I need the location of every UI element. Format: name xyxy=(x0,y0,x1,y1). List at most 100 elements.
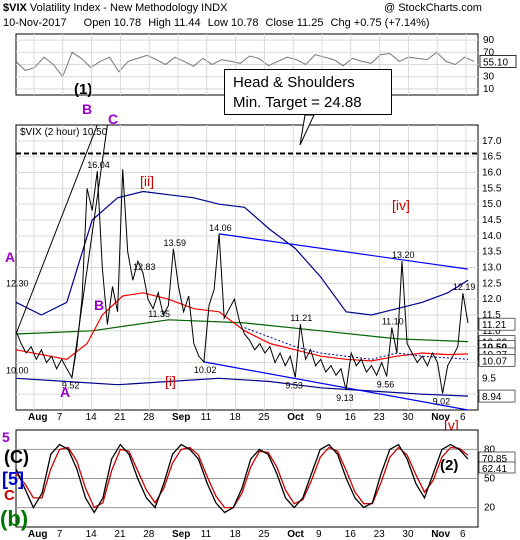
rsi-last-box xyxy=(479,55,517,68)
inset-label: $VIX (2 hour) 10.50 xyxy=(20,127,108,138)
x-tick-label: 6 xyxy=(460,412,466,423)
sto-tick-label: 20 xyxy=(484,503,496,514)
x-tick-label: 9 xyxy=(316,412,322,423)
x-tick-label-bottom: 30 xyxy=(402,529,414,540)
price-tick-label: 11.5 xyxy=(482,310,501,321)
x-tick-label: 7 xyxy=(57,412,63,423)
rsi-tick-label: 90 xyxy=(483,35,495,46)
wave-label: [i] xyxy=(165,373,176,389)
open-value: 10.78 xyxy=(113,17,142,29)
upper-band-line xyxy=(15,190,469,316)
lower-band-line xyxy=(15,377,469,397)
sto-last-label: 70.85 xyxy=(482,454,507,465)
point-label: 14.06 xyxy=(209,223,232,233)
price-tick-label: 12.0 xyxy=(482,294,502,305)
x-tick-label: 30 xyxy=(402,412,414,423)
x-tick-label: 18 xyxy=(230,412,242,423)
wave-label: A xyxy=(5,249,15,265)
x-tick-label-bottom: 9 xyxy=(316,529,322,540)
point-label: 9.52 xyxy=(62,381,80,391)
axis-value-box xyxy=(478,317,516,331)
price-line xyxy=(15,169,469,394)
date: 10-Nov-2017 xyxy=(3,17,67,29)
x-tick-label-bottom: 6 xyxy=(460,529,466,540)
wave-label: [iv] xyxy=(392,197,410,213)
wedge-line-2 xyxy=(71,124,108,378)
x-tick-label: 25 xyxy=(258,412,270,423)
ma-green-line xyxy=(15,319,469,343)
x-tick-label: 28 xyxy=(143,412,155,423)
point-label: 9.13 xyxy=(336,393,354,403)
rsi-tick-label: 30 xyxy=(483,72,495,83)
price-tick-label: 11.0 xyxy=(482,326,501,337)
rsi-last-label: 55.10 xyxy=(483,57,508,68)
price-tick-label: 15.5 xyxy=(482,183,502,194)
price-tick-label: 16.5 xyxy=(482,152,502,163)
price-tick-label: 9.5 xyxy=(482,373,496,384)
low-value: 10.78 xyxy=(230,17,259,29)
stochastic-wave-label: C xyxy=(4,487,15,504)
point-label: 9.56 xyxy=(377,379,395,389)
callout-line-1: Head & Shoulders xyxy=(233,74,355,91)
sto-last-box xyxy=(478,461,516,474)
x-tick-label: 23 xyxy=(374,412,386,423)
x-tick-label: 11 xyxy=(201,412,212,423)
x-tick-label-bottom: Aug xyxy=(28,529,47,540)
point-label: 13.20 xyxy=(392,250,415,260)
wedge-line-1 xyxy=(15,124,98,335)
x-tick-label-bottom: 11 xyxy=(201,529,212,540)
x-tick-label-bottom: 14 xyxy=(86,529,98,540)
wave-label: [ii] xyxy=(140,173,154,189)
sto-tick-label: 50 xyxy=(484,474,496,485)
watermark: @ StockCharts.com xyxy=(384,2,482,14)
point-label: 11.21 xyxy=(290,313,312,323)
wave-label-1: (1) xyxy=(74,81,92,98)
wave-label: B xyxy=(82,101,92,117)
x-tick-label-bottom: Nov xyxy=(431,529,450,540)
point-label: 13.59 xyxy=(163,238,186,248)
point-label: 11.10 xyxy=(382,317,404,327)
axis-value-label: 11.21 xyxy=(482,320,507,331)
stochastic-wave-label: (C) xyxy=(4,447,29,467)
rsi-line xyxy=(15,51,475,78)
x-tick-label-bottom: 25 xyxy=(258,529,270,540)
stochastic-wave-label: (b) xyxy=(0,506,28,531)
point-label: 9.02 xyxy=(433,397,451,407)
wave-label: C xyxy=(108,111,118,127)
price-tick-label: 13.0 xyxy=(482,263,502,274)
callout-box: Head & Shoulders Min. Target = 24.88 xyxy=(224,69,392,115)
price-tick-label: 17.0 xyxy=(482,136,502,147)
point-label: 10.02 xyxy=(194,365,217,375)
exchange: INDX xyxy=(201,2,228,14)
x-tick-label: Oct xyxy=(287,412,304,423)
x-tick-label: 21 xyxy=(114,412,126,423)
x-tick-label: Aug xyxy=(28,412,47,423)
point-label: 10.00 xyxy=(6,366,29,376)
price-tick-label: 12.5 xyxy=(482,278,502,289)
x-tick-label: 14 xyxy=(86,412,98,423)
x-tick-label-bottom: 23 xyxy=(374,529,386,540)
index-name: Volatility Index - New Methodology xyxy=(29,2,199,14)
x-tick-label-bottom: 7 xyxy=(57,529,63,540)
price-tick-label: 13.5 xyxy=(482,247,502,258)
point-label: 12.19 xyxy=(453,282,476,292)
price-tick-label: 14.5 xyxy=(482,215,502,226)
x-tick-label-bottom: 16 xyxy=(345,529,357,540)
price-tick-label: 14.0 xyxy=(482,231,502,242)
x-tick-label: Sep xyxy=(172,412,190,423)
upper-trendline xyxy=(219,233,469,270)
price-tick-label: 15.0 xyxy=(482,199,502,210)
x-tick-label-bottom: 18 xyxy=(230,529,242,540)
callout-line-2: Min. Target = 24.88 xyxy=(233,94,362,111)
stochastic-wave-label: [5] xyxy=(2,469,24,489)
x-tick-label-bottom: 21 xyxy=(114,529,126,540)
rsi-tick-label: 70 xyxy=(483,47,495,58)
axis-value-label: 8.94 xyxy=(482,392,502,403)
close-value: 11.25 xyxy=(296,17,324,29)
sto-last-label: 62.41 xyxy=(482,464,507,475)
axis-value-box xyxy=(478,389,516,403)
axis-value-box xyxy=(478,353,516,367)
stochastic-wave-label: (2) xyxy=(440,457,458,474)
point-label: 11.35 xyxy=(148,309,170,319)
